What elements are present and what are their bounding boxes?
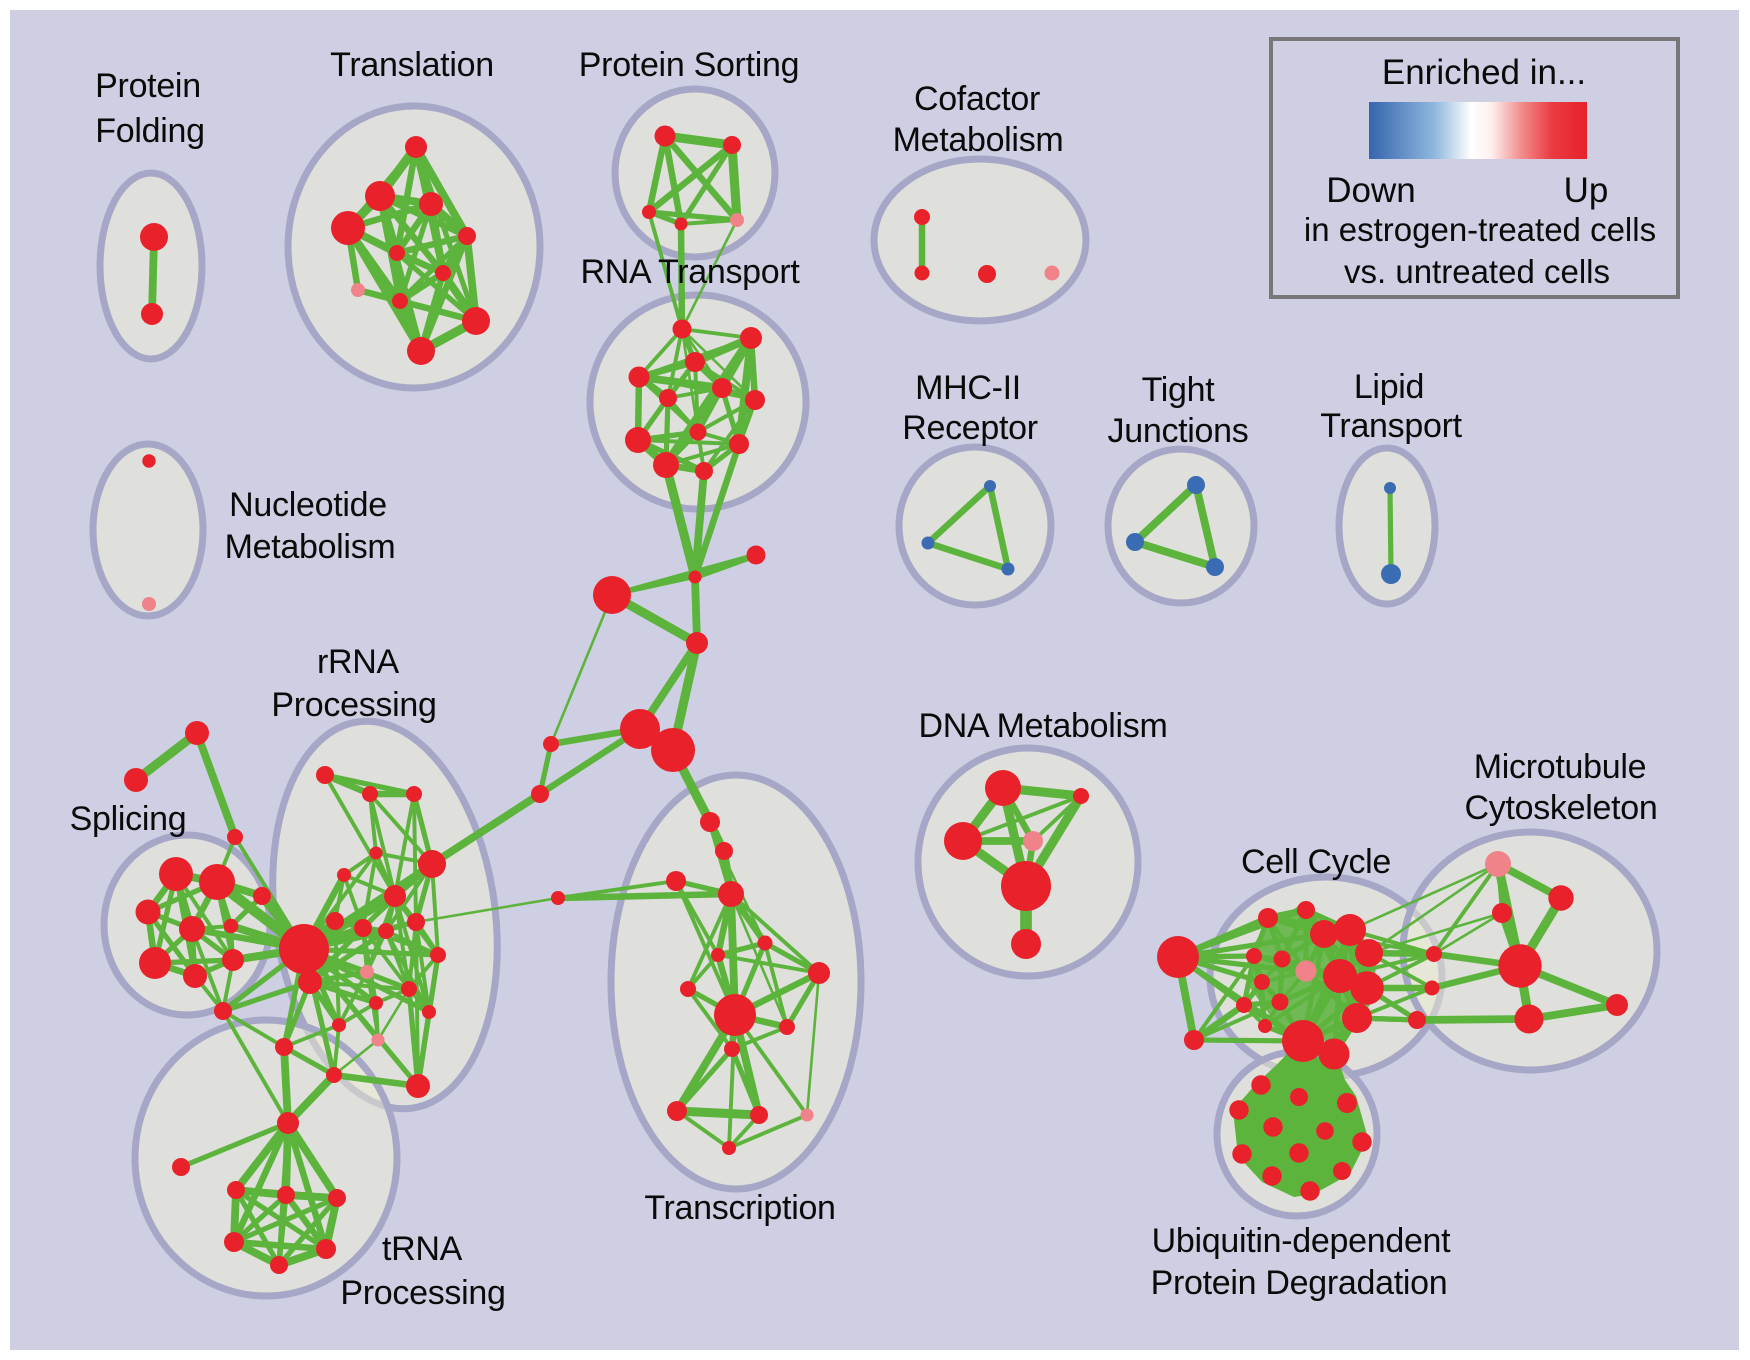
svg-text:Protein: Protein <box>95 67 201 105</box>
svg-text:Folding: Folding <box>95 112 204 150</box>
svg-text:Transport: Transport <box>1320 407 1462 445</box>
svg-text:tRNA: tRNA <box>382 1230 463 1268</box>
svg-text:Cytoskeleton: Cytoskeleton <box>1465 789 1658 827</box>
svg-text:Receptor: Receptor <box>902 409 1038 447</box>
svg-text:Processing: Processing <box>340 1274 505 1312</box>
svg-text:Cell Cycle: Cell Cycle <box>1241 843 1391 881</box>
svg-text:Junctions: Junctions <box>1108 412 1249 450</box>
svg-text:Down: Down <box>1326 171 1415 210</box>
svg-text:Protein Sorting: Protein Sorting <box>579 46 799 84</box>
svg-text:Metabolism: Metabolism <box>225 528 396 566</box>
svg-text:Ubiquitin-dependent: Ubiquitin-dependent <box>1152 1222 1451 1260</box>
svg-text:Cofactor: Cofactor <box>914 80 1040 118</box>
svg-text:DNA Metabolism: DNA Metabolism <box>919 707 1168 745</box>
svg-text:Lipid: Lipid <box>1354 368 1424 406</box>
svg-text:Translation: Translation <box>330 46 494 84</box>
svg-text:Up: Up <box>1564 171 1609 210</box>
svg-text:Enriched in...: Enriched in... <box>1382 53 1586 92</box>
svg-text:Processing: Processing <box>271 686 436 724</box>
svg-text:MHC-II: MHC-II <box>915 369 1021 407</box>
svg-text:Metabolism: Metabolism <box>893 121 1064 159</box>
svg-text:Protein Degradation: Protein Degradation <box>1151 1264 1448 1302</box>
svg-text:Microtubule: Microtubule <box>1474 748 1646 786</box>
svg-text:vs. untreated cells: vs. untreated cells <box>1344 253 1610 290</box>
svg-text:in estrogen-treated cells: in estrogen-treated cells <box>1304 211 1656 248</box>
svg-text:RNA Transport: RNA Transport <box>580 253 800 291</box>
svg-text:Nucleotide: Nucleotide <box>229 486 387 524</box>
svg-text:Splicing: Splicing <box>70 800 187 838</box>
svg-text:rRNA: rRNA <box>317 643 400 681</box>
svg-text:Tight: Tight <box>1142 371 1216 409</box>
svg-text:Transcription: Transcription <box>644 1189 835 1227</box>
